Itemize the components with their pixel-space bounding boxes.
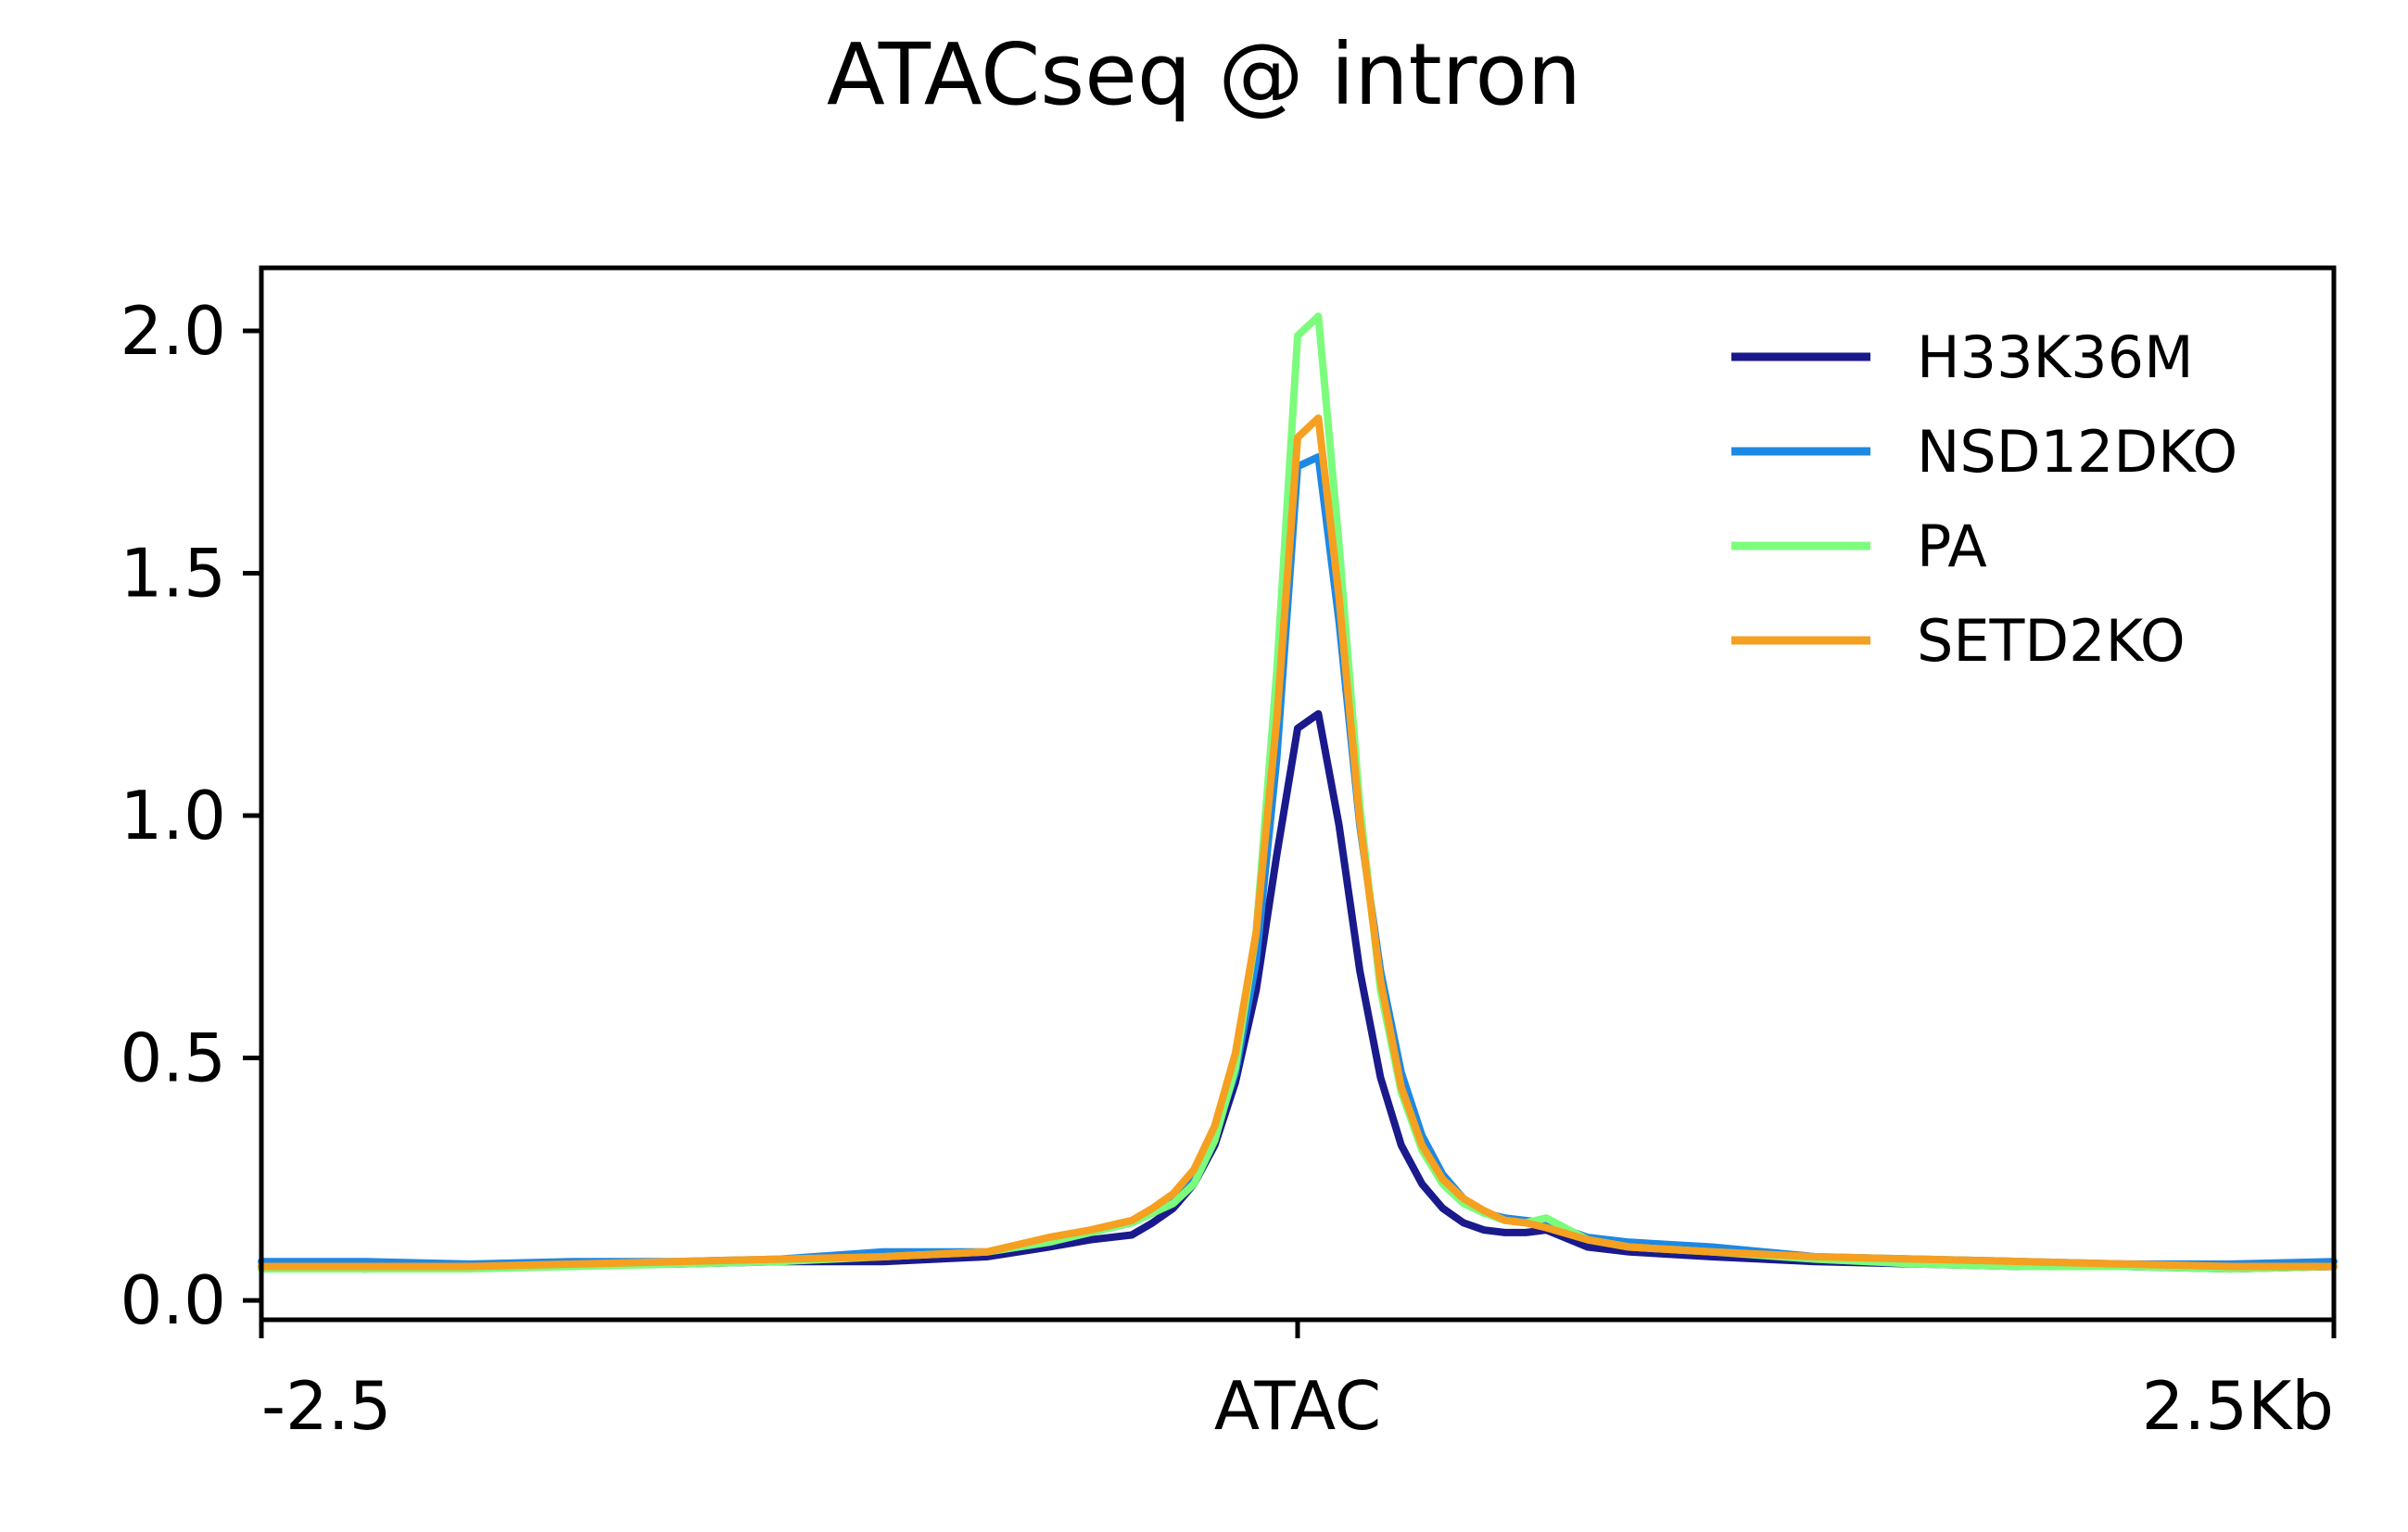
y-tick-label: 1.0 [120, 777, 226, 855]
y-tick-label: 2.0 [120, 292, 226, 370]
y-axis: 0.0 0.5 1.0 1.5 2.0 [120, 292, 261, 1339]
x-tick-label: ATAC [1214, 1367, 1381, 1445]
y-tick-label: 0.0 [120, 1261, 226, 1339]
series-line-setd2ko [258, 414, 2338, 1271]
legend-label: NSD12DKO [1917, 418, 2237, 486]
legend: H33K36M NSD12DKO PA SETD2KO [1731, 323, 2237, 675]
y-tick-label: 1.5 [120, 535, 226, 613]
series-line-nsd12dko [258, 453, 2338, 1268]
y-tick-label: 0.5 [120, 1019, 226, 1097]
legend-label: H33K36M [1917, 323, 2194, 391]
series-line-h33k36m [258, 710, 2338, 1273]
x-tick-label: 2.5Kb [2142, 1367, 2334, 1445]
series-layer [258, 312, 2338, 1273]
x-tick-label: -2.5 [261, 1367, 391, 1445]
legend-label: SETD2KO [1917, 607, 2186, 675]
x-axis: -2.5 ATAC 2.5Kb [259, 1320, 2337, 1445]
chart-title: ATACseq @ intron [827, 25, 1581, 124]
legend-label: PA [1917, 513, 1987, 580]
